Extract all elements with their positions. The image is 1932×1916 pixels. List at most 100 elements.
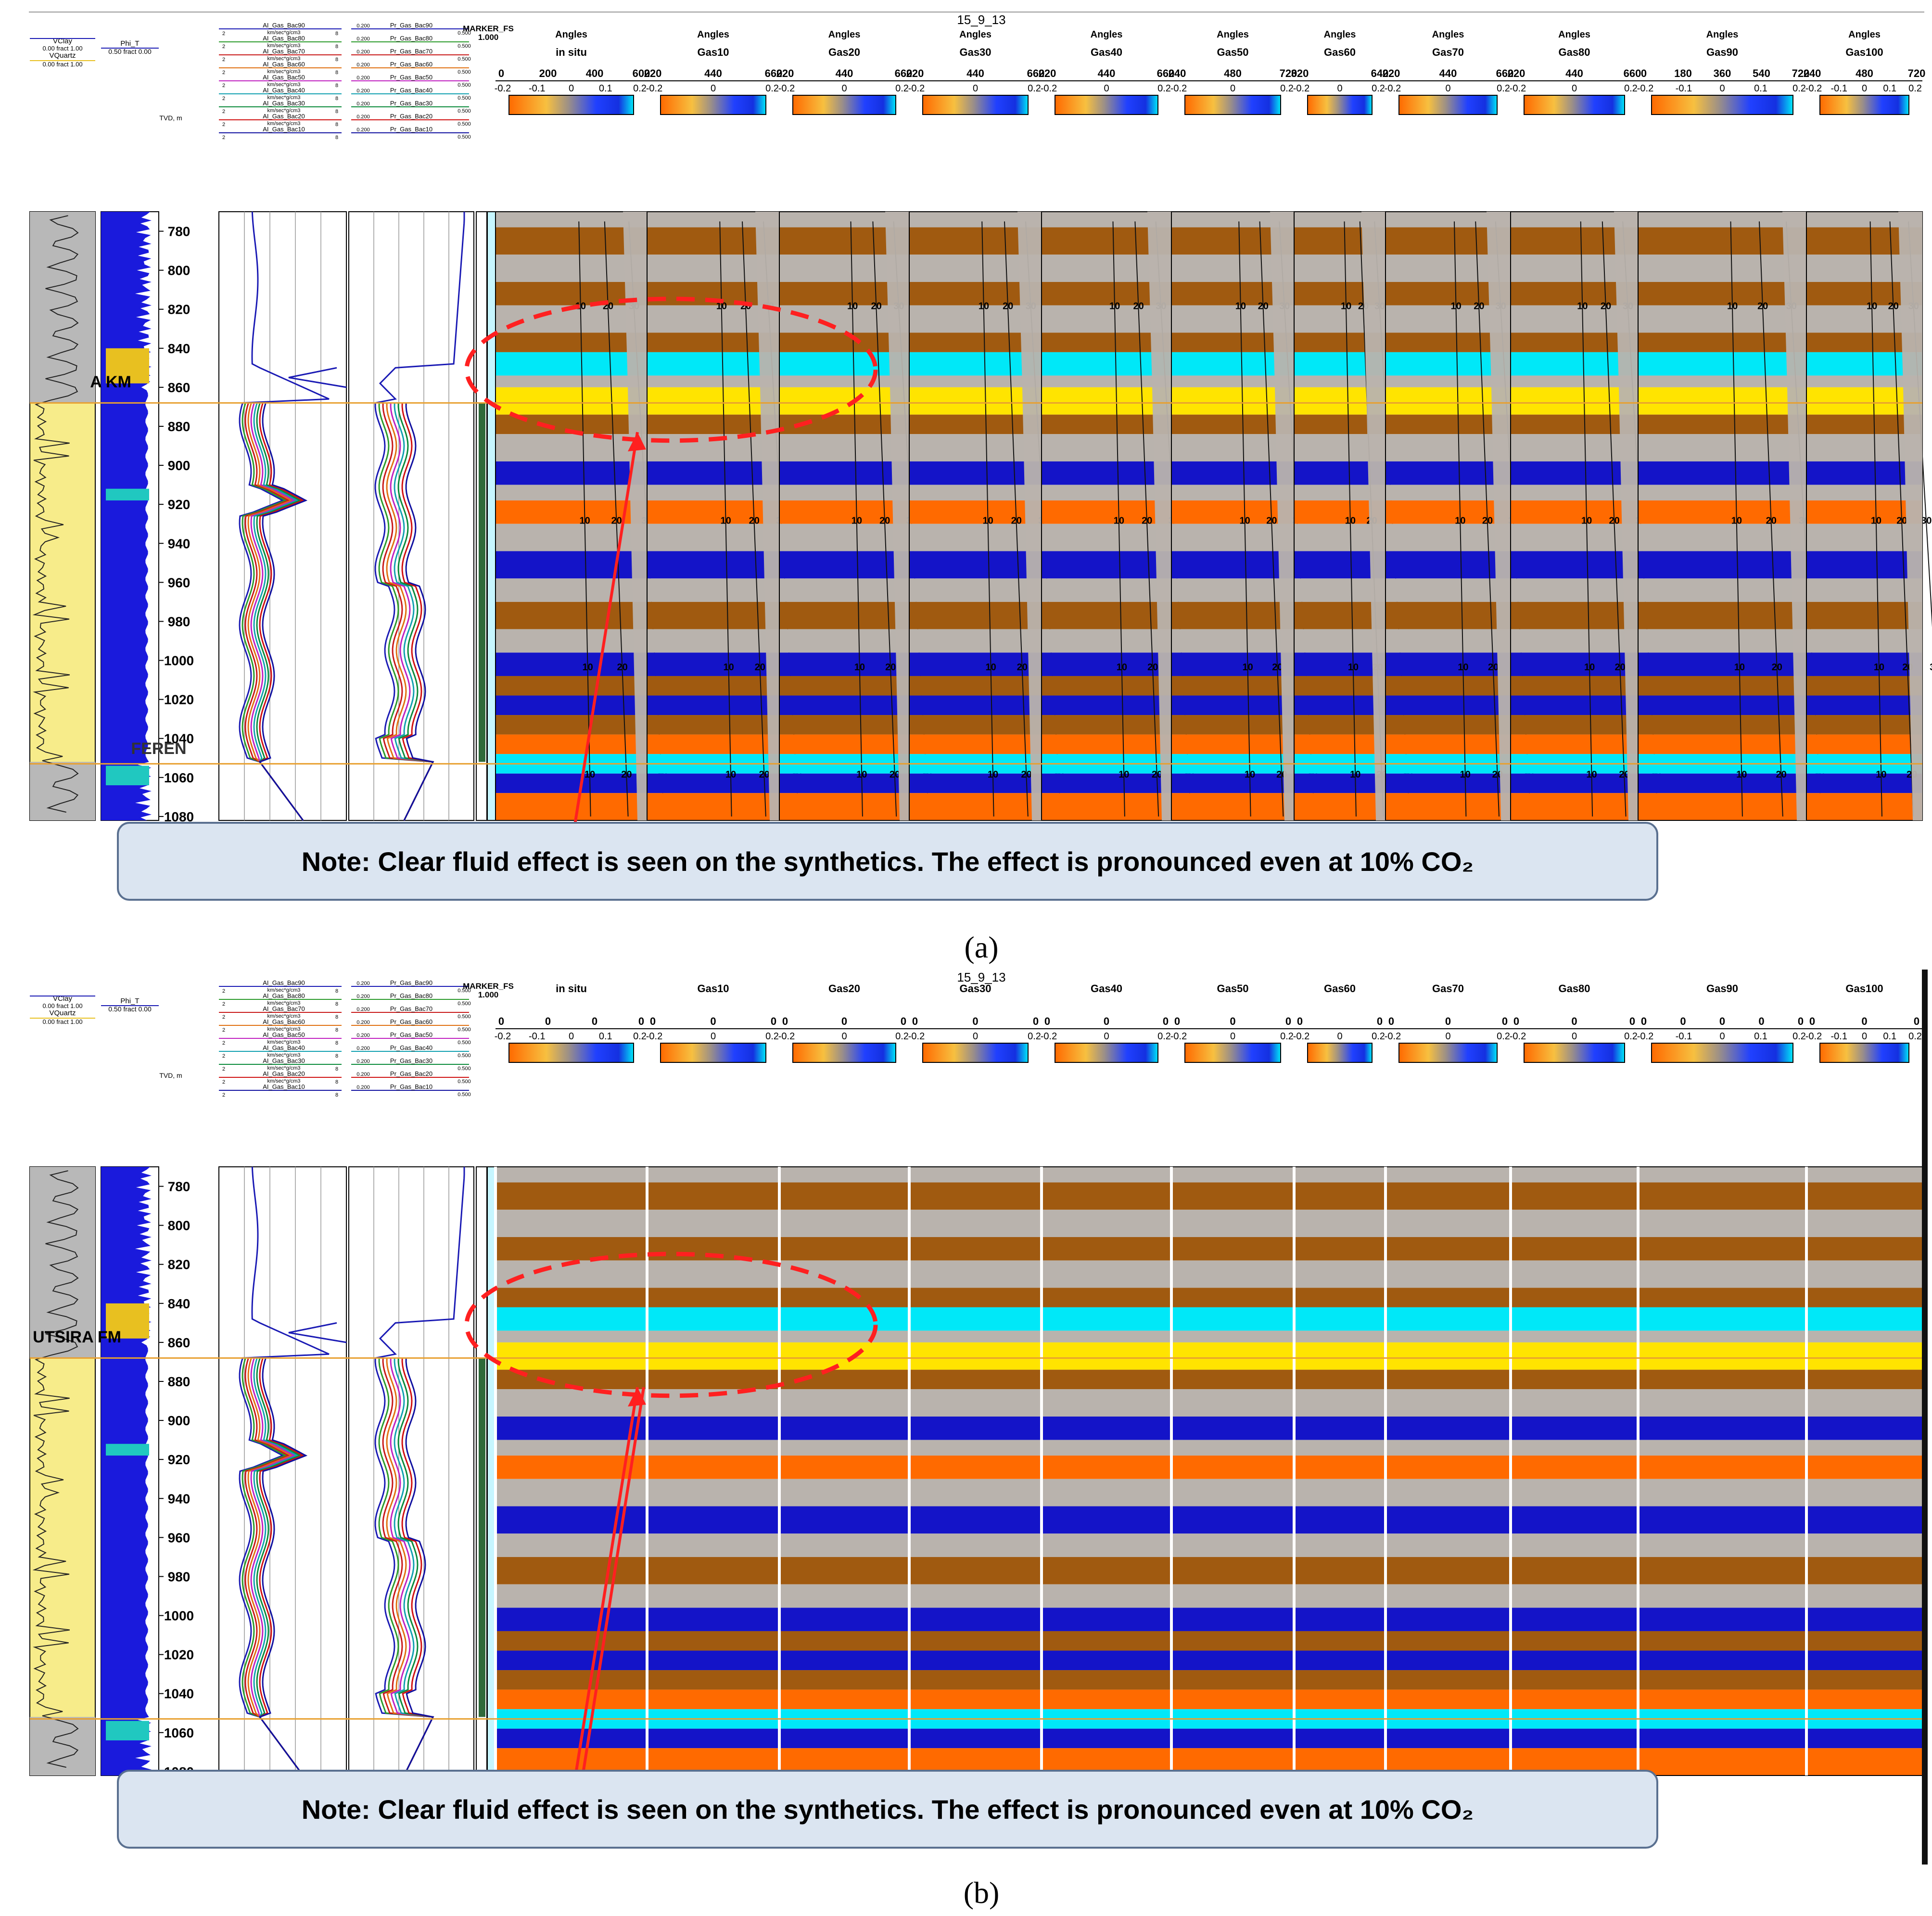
amplitude-band (779, 652, 909, 676)
depth-tick-label: 940 (168, 536, 191, 551)
pr-scale-min: 0.200 (356, 36, 370, 42)
ai-unit: km/sec*g/cm3 (267, 1026, 300, 1032)
amplitude-band (1511, 375, 1638, 387)
amplitude-band (1511, 332, 1638, 352)
amplitude-band (1171, 1440, 1294, 1456)
amplitude-band (1638, 715, 1806, 735)
amplitude-band (647, 715, 779, 735)
amp-tick: -0.2 (1385, 83, 1401, 94)
amplitude-band (1806, 578, 1922, 602)
pr-curve (378, 1358, 434, 1776)
amplitude-band (496, 212, 647, 228)
angle-contour-label: 20 (1766, 516, 1777, 526)
amplitude-band (1042, 1182, 1171, 1210)
angle-tick: 360 (1714, 67, 1731, 79)
amp-tick: -0.2 (646, 1031, 662, 1042)
amplitude-band (909, 773, 1042, 793)
angle-contour-label: 20 (1609, 516, 1619, 526)
ai-curve-name: AI_Gas_Bac20 (263, 113, 305, 120)
angle-contour-label: 10 (1584, 662, 1595, 673)
angle-tick: 400 (586, 67, 604, 79)
amp-tick: 0.2 (1372, 1031, 1385, 1042)
angle-tick: 660 (1157, 67, 1175, 79)
amp-tick: 0.2 (1497, 83, 1510, 94)
pr-curve-name: Pr_Gas_Bac50 (390, 1031, 432, 1038)
amplitude-band (1385, 1608, 1511, 1631)
amplitude-band (1638, 1650, 1806, 1671)
ai-scale-max: 8 (335, 135, 338, 141)
amplitude-band (1806, 1440, 1922, 1456)
amplitude-band (1385, 601, 1511, 629)
amp-tick: 0 (1572, 1031, 1577, 1042)
arrow-line (571, 432, 639, 840)
depth-tick-label: 780 (168, 1179, 191, 1194)
gather-Gas30: 101010102020202030303030AnglesGas3022044… (906, 29, 1064, 821)
amplitude-band (1385, 1342, 1511, 1370)
amplitude-band (496, 1182, 647, 1210)
amplitude-band (1638, 434, 1806, 461)
gather-Gas40: 101010102020202030303030AnglesGas4022044… (1039, 29, 1194, 821)
angle-tick: 440 (966, 67, 984, 79)
amplitude-band (1171, 1533, 1294, 1557)
amplitude-band (779, 676, 909, 696)
amplitude-band (1638, 629, 1806, 653)
ai-curve-name: AI_Gas_Bac60 (263, 61, 305, 68)
angle-contour (604, 221, 629, 817)
ai-scale-max: 8 (335, 31, 338, 37)
amp-tick: 0.2 (1908, 1031, 1922, 1042)
ai-unit: km/sec*g/cm3 (267, 43, 300, 49)
depth-tick-label: 960 (168, 575, 191, 590)
angle-tick: 240 (1169, 67, 1186, 79)
depth-tick-label: 1020 (164, 1648, 194, 1662)
amplitude-band (1385, 676, 1511, 696)
angle-header-label: Angles (1432, 29, 1464, 40)
amplitude-band (1385, 1210, 1511, 1237)
angle-contour-label: 10 (983, 516, 993, 526)
gather-name: Gas20 (828, 983, 860, 995)
amplitude-band (1385, 1506, 1511, 1534)
amplitude-band (1638, 695, 1806, 715)
colorbar (1055, 95, 1158, 115)
amplitude-band (1511, 1182, 1638, 1210)
vclay-curve (32, 1170, 79, 1768)
amplitude-band (909, 1260, 1042, 1288)
pr-scale-min: 0.200 (356, 101, 370, 107)
amp-tick: 0 (973, 83, 978, 94)
depth-tick-label: 940 (168, 1491, 191, 1506)
colorbar (1651, 1043, 1793, 1063)
amplitude-band (1638, 1416, 1806, 1440)
phi-header-range: 0.50 fract 0.00 (108, 48, 152, 55)
amplitude-band (496, 1557, 647, 1584)
amplitude-band (909, 1506, 1042, 1534)
gather-Gas100: Gas100 0 0 0 -0.2 -0.1 0 0.1 0.2 (1805, 983, 1923, 1776)
angle-contour-label: 10 (986, 662, 996, 673)
amplitude-band (1638, 1167, 1806, 1183)
amplitude-band (1385, 485, 1511, 501)
angle-contour-label: 10 (724, 662, 734, 673)
angle-tick: 720 (1908, 67, 1926, 79)
pr-scale-min: 0.200 (356, 994, 370, 999)
pr-curve (390, 1358, 434, 1776)
amplitude-band (1638, 1342, 1806, 1370)
angle-tick: 0 (1571, 1015, 1577, 1027)
amplitude-band (1806, 1584, 1922, 1608)
angle-header-label: Angles (1217, 29, 1249, 40)
ai-curve (242, 1357, 304, 1776)
amplitude-band (1511, 601, 1638, 629)
ai-curve-name: AI_Gas_Bac10 (263, 126, 305, 133)
amplitude-band (909, 434, 1042, 461)
pr-scale-max: 0.500 (458, 1027, 471, 1033)
angle-contour-label: 10 (585, 769, 595, 780)
angle-tick: 480 (1224, 67, 1242, 79)
amplitude-band (496, 734, 647, 754)
phi-highlight (106, 488, 149, 501)
angle-contour (1759, 221, 1783, 817)
amplitude-band (1638, 601, 1806, 629)
amplitude-band (1042, 461, 1171, 485)
amplitude-band (1042, 734, 1171, 754)
amp-tick: -0.2 (1170, 1031, 1187, 1042)
amplitude-band (1385, 1307, 1511, 1331)
angle-tick: 220 (1383, 67, 1400, 79)
